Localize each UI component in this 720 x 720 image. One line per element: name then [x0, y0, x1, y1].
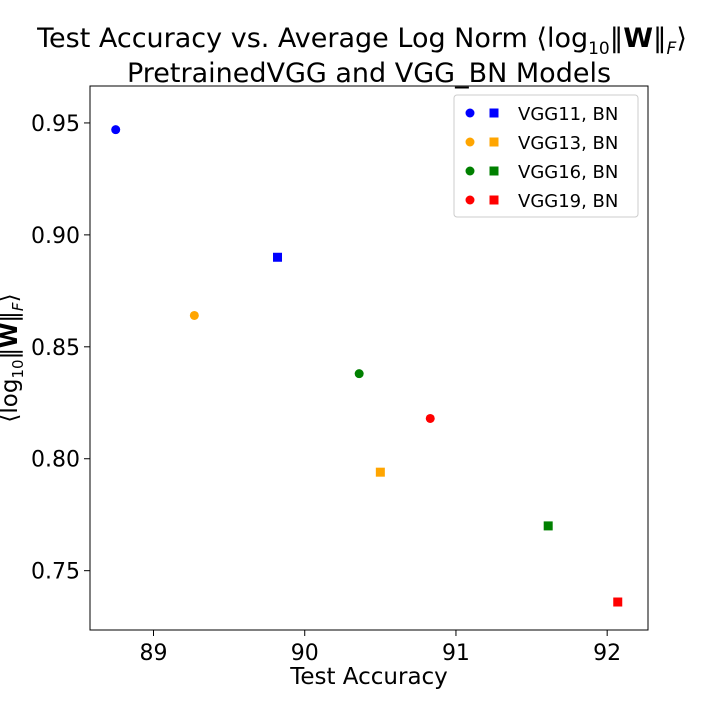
chart-title-line-2: PretrainedVGG and VGG_BN Models [127, 58, 611, 89]
legend-label: VGG19, BN [518, 191, 618, 212]
chart-title-line-1: Test Accuracy vs. Average Log Norm ⟨log1… [36, 23, 687, 59]
plot-frame [89, 85, 649, 631]
data-point-circle-series-1 [189, 310, 199, 320]
y-tick-label: 0.90 [31, 224, 80, 249]
legend-square-marker [489, 108, 499, 118]
x-tick-label: 91 [442, 641, 470, 666]
legend-circle-marker [465, 108, 475, 118]
x-axis-label: Test Accuracy [289, 664, 448, 690]
y-tick-label: 0.95 [31, 112, 80, 137]
data-point-square-series-1 [375, 467, 385, 477]
legend-square-marker [489, 166, 499, 176]
axis-ticks: 89 90 91 92 0.75 0.80 0.85 0.90 0.95 [31, 112, 621, 666]
legend-label: VGG11, BN [518, 104, 618, 125]
data-point-circle-series-2 [354, 369, 364, 379]
legend-circle-marker [465, 137, 475, 147]
legend-circle-marker [465, 195, 475, 205]
legend-label: VGG13, BN [518, 133, 618, 154]
y-tick-label: 0.85 [31, 336, 80, 361]
data-points [111, 125, 623, 607]
x-tick-label: 90 [291, 641, 319, 666]
x-tick-label: 89 [140, 641, 168, 666]
legend-square-marker [489, 195, 499, 205]
y-tick-label: 0.80 [31, 448, 80, 473]
legend-box [453, 94, 639, 218]
legend-circle-marker [465, 166, 475, 176]
legend-square-marker [489, 137, 499, 147]
y-axis-label: ⟨log10‖W‖F⟩ [0, 293, 27, 422]
data-point-square-series-3 [613, 597, 623, 607]
data-point-circle-series-3 [425, 413, 435, 423]
data-point-square-series-2 [543, 521, 553, 531]
legend: VGG11, BN VGG13, BN VGG16, BN VGG19, BN [453, 94, 639, 218]
data-point-circle-series-0 [111, 125, 121, 135]
x-tick-label: 92 [593, 641, 621, 666]
y-tick-label: 0.75 [31, 560, 80, 585]
data-point-square-series-0 [273, 252, 283, 262]
legend-label: VGG16, BN [518, 162, 618, 183]
